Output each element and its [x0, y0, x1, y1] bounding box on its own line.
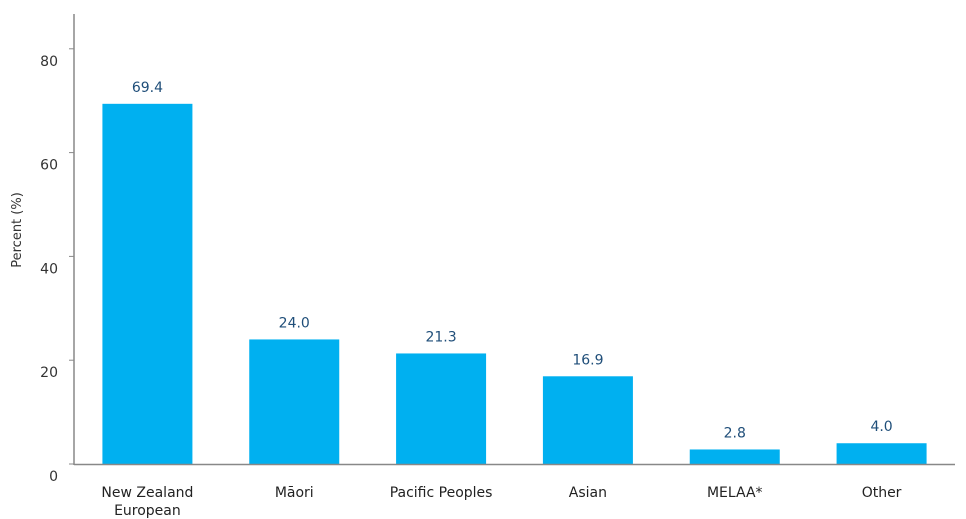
- bar: [396, 353, 487, 464]
- y-tick-label: 80: [40, 54, 58, 70]
- bar-value-label: 16.9: [572, 352, 603, 368]
- bar-value-label: 21.3: [425, 329, 456, 345]
- x-category-label: Pacific Peoples: [390, 485, 493, 501]
- data-labels: 69.4 24.0 21.3 16.9 2.8 4.0: [132, 80, 893, 442]
- bar-value-label: 24.0: [279, 315, 310, 331]
- bar: [836, 443, 927, 464]
- y-tick-label: 0: [49, 469, 58, 485]
- x-category-label: European: [114, 503, 181, 519]
- x-category-label: Asian: [569, 485, 607, 501]
- bar-value-label: 2.8: [724, 425, 746, 441]
- bar: [102, 103, 193, 465]
- x-category-label: Other: [862, 485, 902, 501]
- y-tick-label: 40: [40, 261, 58, 277]
- y-axis-title: Percent (%): [10, 192, 25, 268]
- y-tick-label: 60: [40, 158, 58, 174]
- x-category-label: MELAA*: [707, 485, 763, 501]
- x-category-label: New Zealand: [101, 485, 193, 501]
- bars: [102, 103, 927, 465]
- category-labels: New Zealand European Māori Pacific Peoples A…: [101, 485, 901, 519]
- bar: [689, 449, 780, 464]
- y-axis: 0 20 40 60 80: [40, 48, 74, 485]
- x-category-label: Māori: [275, 485, 314, 501]
- bar: [542, 376, 633, 464]
- bar: [249, 339, 340, 464]
- y-tick-label: 20: [40, 365, 58, 381]
- bar-value-label: 69.4: [132, 80, 163, 96]
- bar-value-label: 4.0: [870, 419, 892, 435]
